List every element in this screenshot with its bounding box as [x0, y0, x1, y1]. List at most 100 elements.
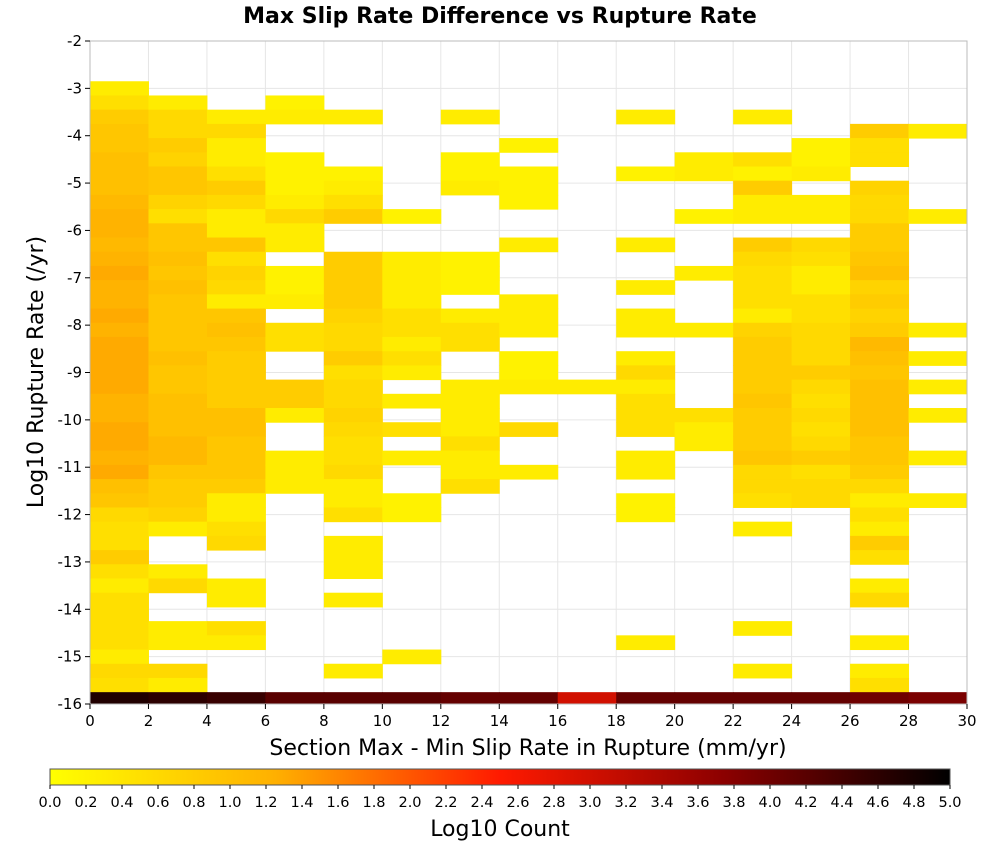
heatmap-cell: [323, 592, 383, 608]
heatmap-cell: [850, 592, 910, 608]
heatmap-cell: [674, 322, 734, 338]
heatmap-cell: [90, 194, 149, 210]
heatmap-cell: [90, 223, 149, 239]
heatmap-cell: [148, 621, 208, 636]
heatmap-cell: [382, 322, 442, 338]
heatmap-cell: [206, 393, 266, 409]
heatmap-cell: [148, 635, 208, 651]
heatmap-cell: [148, 436, 208, 452]
heatmap-cell: [616, 507, 676, 523]
heatmap-cell: [148, 180, 208, 196]
heatmap-cell: [440, 408, 500, 423]
heatmap-cell: [323, 308, 383, 324]
heatmap-cell: [265, 450, 325, 466]
y-tick-label: -10: [58, 411, 83, 429]
heatmap-cell: [674, 209, 734, 224]
heatmap-cell: [616, 322, 676, 338]
heatmap-cell: [733, 621, 793, 636]
heatmap-cell: [616, 166, 676, 182]
heatmap-cell: [791, 294, 851, 310]
heatmap-cells: [90, 81, 968, 705]
heatmap-cell: [850, 308, 910, 324]
heatmap-cell: [382, 251, 442, 267]
heatmap-cell: [323, 336, 383, 352]
heatmap-cell: [440, 152, 500, 167]
heatmap-cell: [791, 336, 851, 352]
y-axis: -2 -3 -4 -5 -6 -7 -8 -9 -10 -11 -12 -13 -14 -15 -16: [58, 32, 90, 713]
heatmap-cell: [850, 393, 910, 409]
heatmap-cell: [499, 322, 559, 338]
heatmap-cell: [206, 294, 266, 310]
x-tick-label: 30: [957, 712, 976, 730]
heatmap-cell: [323, 507, 383, 523]
heatmap-cell: [440, 436, 500, 452]
heatmap-cell: [90, 621, 149, 636]
heatmap-cell: [206, 493, 266, 508]
heatmap-cell: [265, 294, 325, 310]
heatmap-cell: [90, 507, 149, 523]
heatmap-cell: [206, 422, 266, 437]
heatmap-cell: [791, 251, 851, 267]
heatmap-cell: [733, 351, 793, 366]
heatmap-cell: [791, 166, 851, 182]
heatmap-cell: [733, 422, 793, 437]
heatmap-cell: [733, 450, 793, 466]
heatmap-cell: [90, 450, 149, 466]
colorbar-tick-label: 5.0: [938, 795, 961, 811]
x-tick-label: 4: [202, 712, 212, 730]
colorbar-tick-label: 4.0: [758, 795, 781, 811]
heatmap-cell: [850, 280, 910, 295]
heatmap-cell: [323, 408, 383, 423]
heatmap-cell: [323, 564, 383, 580]
heatmap-cell: [323, 280, 383, 295]
heatmap-cell: [791, 408, 851, 423]
heatmap-cell: [791, 308, 851, 324]
heatmap-cell: [791, 365, 851, 381]
heatmap-cell: [733, 379, 793, 395]
heatmap-cell: [323, 493, 383, 508]
heatmap-cell: [90, 521, 149, 537]
heatmap-cell: [323, 166, 383, 182]
heatmap-cell: [148, 663, 208, 679]
heatmap-cell: [791, 493, 851, 508]
heatmap-cell: [499, 180, 559, 196]
heatmap-cell: [850, 265, 910, 281]
heatmap-cell: [440, 308, 500, 324]
heatmap-cell: [265, 280, 325, 295]
heatmap-cell: [148, 308, 208, 324]
heatmap-cell: [206, 265, 266, 281]
heatmap-cell: [323, 550, 383, 565]
heatmap-cell: [323, 365, 383, 381]
heatmap-cell: [148, 123, 208, 139]
heatmap-cell: [323, 479, 383, 494]
heatmap-cell: [90, 408, 149, 423]
heatmap-cell: [148, 578, 208, 594]
heatmap-cell: [206, 138, 266, 153]
heatmap-cell: [323, 294, 383, 310]
heatmap-cell: [382, 265, 442, 281]
heatmap-cell: [440, 379, 500, 395]
colorbar-tick-label: 3.4: [650, 795, 673, 811]
heatmap-cell: [733, 251, 793, 267]
heatmap-cell: [733, 109, 793, 125]
heatmap-cell: [791, 479, 851, 494]
colorbar-tick-label: 4.6: [866, 795, 889, 811]
heatmap-cell: [616, 393, 676, 409]
x-tick-label: 28: [899, 712, 918, 730]
heatmap-cell: [382, 351, 442, 366]
colorbar-tick-label: 1.8: [362, 795, 385, 811]
heatmap-cell: [206, 692, 266, 705]
heatmap-cell: [206, 209, 266, 224]
y-tick-label: -12: [58, 506, 83, 524]
heatmap-cell: [791, 464, 851, 480]
colorbar-tick-label: 0.6: [146, 795, 169, 811]
heatmap-cell: [791, 692, 851, 705]
heatmap-cell: [850, 138, 910, 153]
heatmap-cell: [440, 692, 500, 705]
heatmap-cell: [206, 194, 266, 210]
heatmap-cell: [908, 493, 968, 508]
heatmap-cell: [499, 379, 559, 395]
heatmap-cell: [499, 422, 559, 437]
heatmap-cell: [265, 180, 325, 196]
